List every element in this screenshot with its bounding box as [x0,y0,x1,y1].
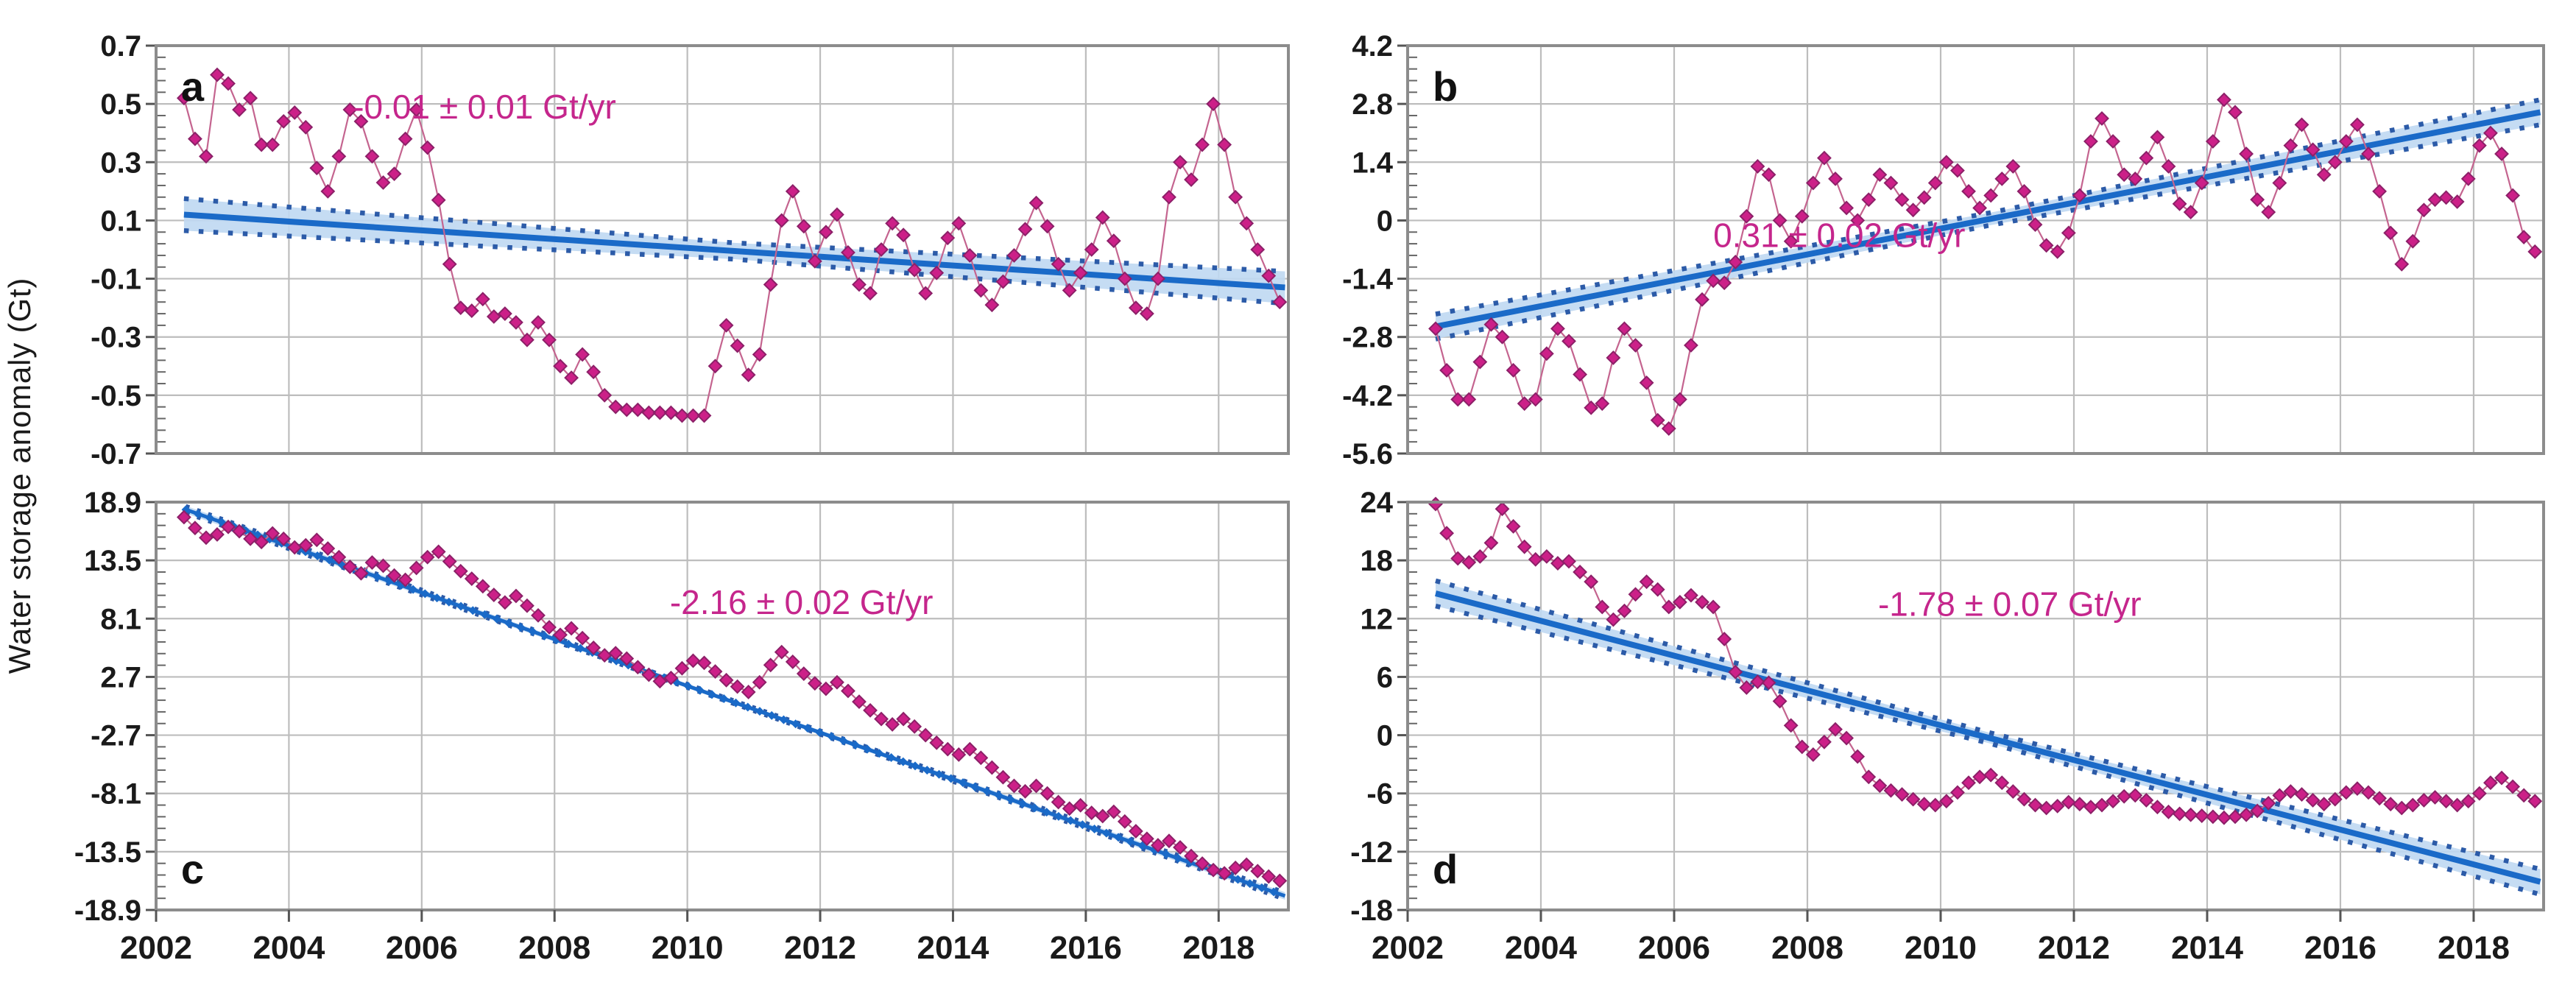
confidence-band-dotted-edge [1435,97,2541,317]
trend-annotation-a: -0.01 ± 0.01 Gt/yr [353,88,616,126]
y-tick-label: -6 [1366,778,1393,811]
y-tick-label: 6 [1377,661,1393,694]
panel-letter-d: d [1433,846,1458,892]
y-axis-label: Water storage anomaly (Gt) [2,278,38,674]
y-tick-label: -8.1 [91,778,141,811]
y-tick-label: 13.5 [84,545,141,577]
y-tick-label: 0 [1377,720,1393,752]
x-tick-label: 2016 [1050,930,1122,966]
panel-b: 4.2 2.8 1.4 0 -1.4 -2.8 -4.2 -5.6 b 0.31 ± 0.02 G… [1342,30,2545,470]
x-tick-label: 2018 [1182,930,1255,966]
y-tick-label: -0.3 [91,322,141,354]
x-tick-label: 2004 [253,930,325,966]
x-tick-label: 2010 [652,930,724,966]
y-tick-label: -1.4 [1342,264,1394,296]
y-tick-label: -12 [1350,836,1393,869]
trend-annotation-d: -1.78 ± 0.07 Gt/yr [1878,585,2142,624]
y-tick-label: 8.1 [100,603,141,635]
x-tick-label: 2002 [120,930,192,966]
y-tick-label: 18 [1361,545,1394,577]
series-line [183,73,1281,417]
trend-line [1435,109,2541,330]
trend-line [1434,590,2541,885]
x-tick-label: 2014 [2171,930,2243,966]
y-tick-label: 12 [1361,603,1394,635]
trend-annotation-b: 0.31 ± 0.02 Gt/yr [1713,216,1965,255]
y-tick-label: -0.5 [91,380,141,412]
y-tick-label: -18 [1350,895,1393,927]
confidence-band-dotted-edge [1435,122,2541,342]
x-tick-label: 2018 [2438,930,2510,966]
x-tick-label: 2002 [1372,930,1444,966]
trend-line [183,211,1285,291]
x-tick-label: 2006 [386,930,458,966]
trend-annotation-c: -2.16 ± 0.02 Gt/yr [670,583,934,621]
y-tick-label: -2.7 [91,720,141,752]
y-tick-label: 18.9 [84,487,141,519]
y-tick-label: 0 [1377,205,1393,237]
y-tick-label: 0.5 [100,88,141,121]
series-markers-b [1428,92,2543,436]
y-tick-label: 24 [1361,487,1394,519]
confidence-band-dotted-edge [1435,578,2541,872]
y-tick-label: -2.8 [1342,322,1393,354]
y-tick-label: 4.2 [1352,30,1393,63]
x-tick-label: 2004 [1505,930,1577,966]
y-tick-label: 2.7 [100,661,141,694]
y-tick-label: -0.1 [91,264,141,296]
y-tick-label: -4.2 [1342,380,1393,412]
x-tick-label: 2006 [1638,930,1710,966]
x-tick-label: 2014 [917,930,989,966]
y-tick-label: 0.1 [100,205,141,237]
y-tick-label: 1.4 [1352,147,1393,179]
series-line [1434,504,2536,819]
y-tick-label: 0.7 [100,30,141,63]
panel-letter-a: a [181,63,205,110]
series-markers-a [176,67,1288,423]
series-markers-d [1428,496,2543,825]
y-tick-label: -18.9 [74,895,141,927]
panel-letter-c: c [181,846,204,892]
series-markers-c [176,509,1288,889]
series-line [1434,98,2536,430]
x-tick-label: 2016 [2304,930,2376,966]
y-tick-label: -0.7 [91,438,141,470]
y-tick-label: 2.8 [1352,88,1393,121]
panel-a: 0.7 0.5 0.3 0.1 -0.1 -0.3 -0.5 -0.7 a -0.01 ± 0.0… [91,30,1290,470]
x-tick-label: 2010 [1905,930,1977,966]
y-tick-label: -13.5 [74,836,141,869]
x-tick-label: 2008 [1771,930,1843,966]
x-tick-label: 2012 [784,930,856,966]
y-tick-label: 0.3 [100,147,141,179]
y-tick-label: -5.6 [1342,438,1393,470]
x-tick-label: 2008 [518,930,590,966]
x-tick-label: 2012 [2038,930,2110,966]
panel-letter-b: b [1433,63,1458,110]
